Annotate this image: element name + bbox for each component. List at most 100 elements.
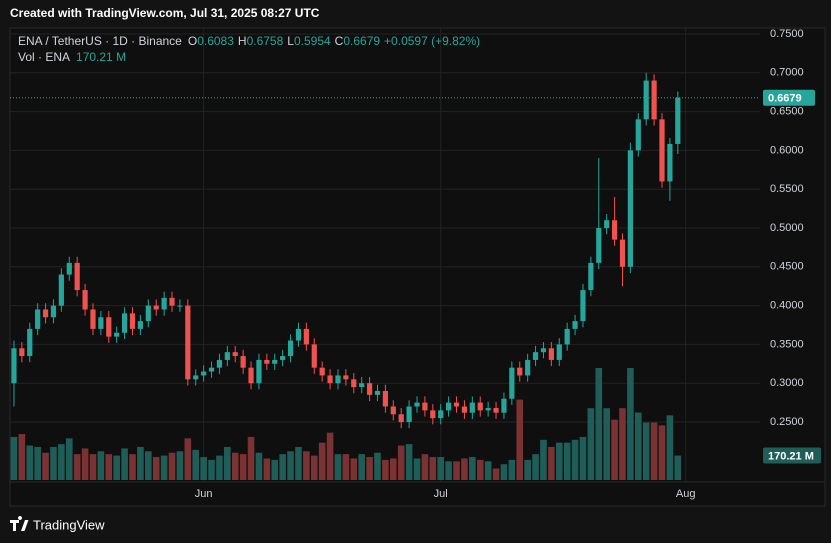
candle-body xyxy=(611,220,618,240)
volume-bar xyxy=(674,455,682,480)
candle-body xyxy=(390,406,396,415)
volume-bar xyxy=(540,439,547,480)
volume-bar xyxy=(113,455,120,480)
x-tick-label: Jun xyxy=(195,488,213,500)
volume-bar xyxy=(445,461,452,480)
candle-body xyxy=(98,317,104,329)
volume-bar xyxy=(619,408,626,480)
candle-body xyxy=(461,406,468,413)
volume-bar xyxy=(216,455,223,480)
candle-body xyxy=(635,119,641,151)
volume-bar xyxy=(81,448,89,480)
candle-body xyxy=(517,367,523,376)
volume-bar xyxy=(461,458,468,480)
candle-body xyxy=(627,150,633,267)
candle-body xyxy=(366,383,373,395)
volume-bar xyxy=(484,461,492,480)
volume-title: Vol · ENA xyxy=(18,50,70,64)
candle-body xyxy=(343,375,349,380)
candle-body xyxy=(295,328,302,341)
volume-bar xyxy=(137,446,144,480)
volume-bar xyxy=(255,452,263,480)
volume-bar xyxy=(532,454,539,480)
candle-body xyxy=(430,410,436,419)
volume-bar xyxy=(571,439,579,480)
volume-bar xyxy=(18,434,26,480)
volume-bar xyxy=(121,448,128,480)
volume-bar xyxy=(374,452,381,480)
candle-body xyxy=(572,321,578,329)
volume-bar xyxy=(642,422,650,480)
candle-body xyxy=(161,297,167,310)
ohlc-key: C xyxy=(335,34,344,48)
candle-body xyxy=(66,262,72,275)
volume-bar xyxy=(263,458,271,480)
volume-bar xyxy=(453,461,460,480)
volume-bar xyxy=(295,446,302,480)
volume-bar xyxy=(382,459,389,480)
volume-bar xyxy=(152,457,160,480)
candle-body xyxy=(177,305,183,307)
volume-bar xyxy=(476,459,484,480)
candle-body xyxy=(580,290,586,322)
y-tick-label: 0.2500 xyxy=(770,416,804,428)
volume-bar xyxy=(579,436,587,480)
volume-bar xyxy=(429,457,437,480)
candle-body xyxy=(619,239,626,267)
volume-bar xyxy=(34,446,41,480)
candle-body xyxy=(469,402,475,413)
candle-body xyxy=(27,328,33,357)
candle-body xyxy=(675,97,681,144)
candle-body xyxy=(272,359,278,364)
change: +0.0597 (+9.82%) xyxy=(384,34,480,48)
candle-body xyxy=(121,313,128,333)
brand-logo xyxy=(10,516,29,531)
volume-bar xyxy=(184,438,192,480)
watermark: Created with TradingView.com, Jul 31, 20… xyxy=(10,6,320,20)
volume-bar xyxy=(611,419,618,480)
candle-body xyxy=(185,305,191,380)
volume-bar xyxy=(627,368,634,480)
x-tick-label: Jul xyxy=(434,488,448,500)
candle-body xyxy=(667,143,673,182)
volume-bar xyxy=(516,399,524,480)
candle-body xyxy=(201,371,207,376)
last-price-tag xyxy=(763,89,815,106)
candle-body xyxy=(82,290,88,310)
volume-bar xyxy=(366,457,373,480)
volume-bar xyxy=(200,457,207,480)
candle-body xyxy=(327,375,333,384)
candle-body xyxy=(145,305,151,322)
y-tick-label: 0.5500 xyxy=(770,183,804,195)
volume-bar xyxy=(89,454,97,480)
volume-bar xyxy=(105,454,113,480)
candle-body xyxy=(232,352,238,357)
volume-bar xyxy=(10,436,18,480)
volume-bar xyxy=(563,442,571,480)
volume-bar xyxy=(231,452,239,480)
candle-body xyxy=(169,297,175,306)
y-tick-label: 0.6500 xyxy=(770,105,804,117)
candle-body xyxy=(398,414,404,423)
volume-bar xyxy=(239,454,247,480)
y-tick-label: 0.6000 xyxy=(770,144,804,156)
volume-bar xyxy=(192,449,200,480)
volume-bar xyxy=(50,446,57,480)
candle-body xyxy=(659,119,665,182)
volume-bar xyxy=(666,415,674,480)
candle-body xyxy=(604,220,610,228)
candle-body xyxy=(525,359,531,376)
y-tick-label: 0.3000 xyxy=(770,377,804,389)
volume-bar xyxy=(97,451,105,480)
candle-body xyxy=(438,410,444,419)
candle-body xyxy=(193,375,199,380)
candle-body xyxy=(114,332,120,337)
volume-bar xyxy=(437,457,445,480)
candle-body xyxy=(303,328,309,345)
volume-bar xyxy=(524,459,531,480)
candle-body xyxy=(335,375,341,384)
candle-body xyxy=(359,383,365,388)
ohlc-value: 0.6083 xyxy=(197,34,234,48)
last-volume-label: 170.21 M xyxy=(768,450,814,462)
volume-bar xyxy=(58,444,65,480)
